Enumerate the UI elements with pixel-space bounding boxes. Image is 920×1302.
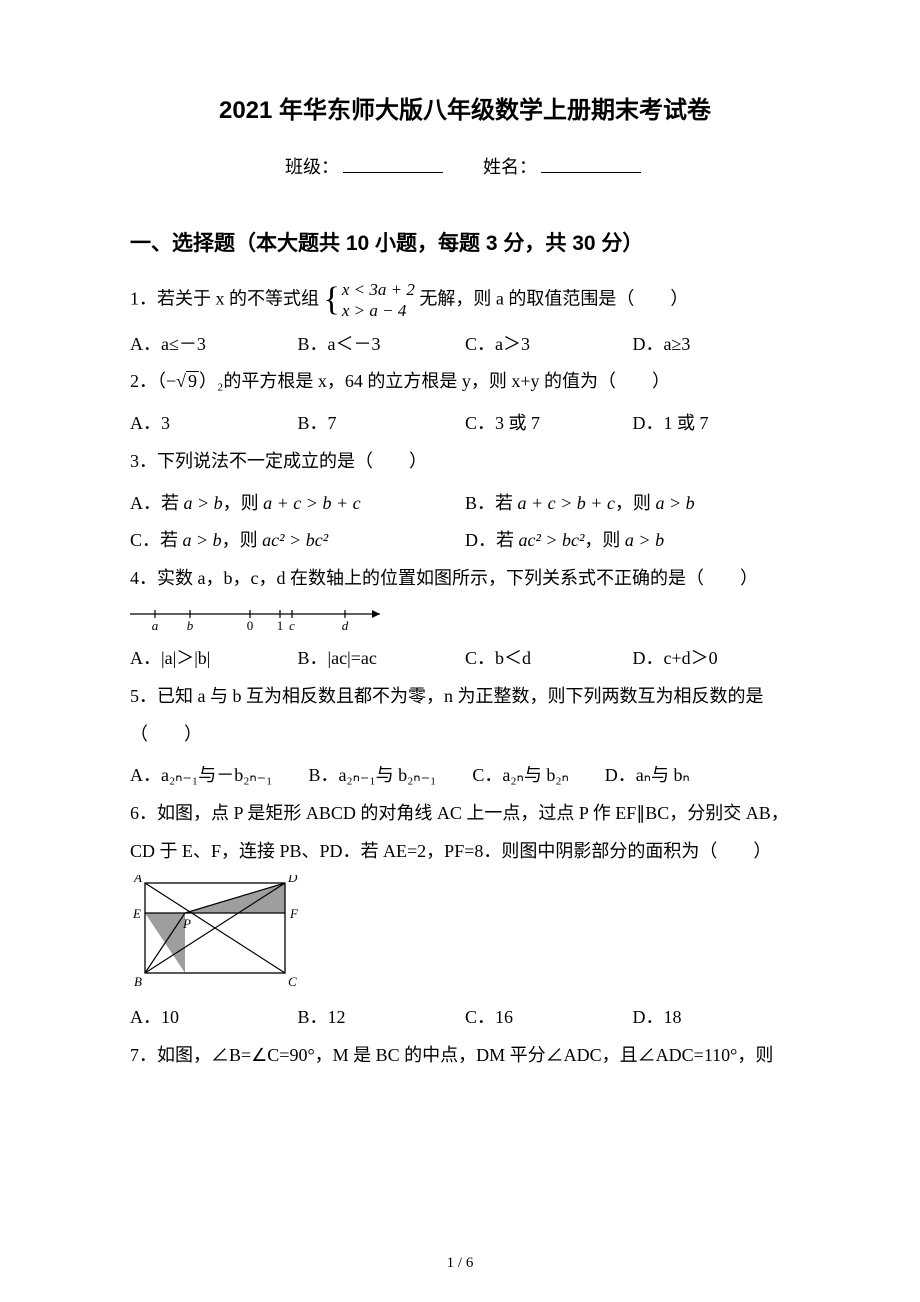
fig-label-P: P [182,916,191,931]
class-blank[interactable] [343,155,443,173]
q1-opt-d: D．a≥3 [633,326,801,364]
q2-opt-d: D．1 或 7 [633,405,801,443]
fig-label-E: E [132,906,141,921]
name-blank[interactable] [541,155,641,173]
numline-d: d [342,618,349,633]
left-brace-icon: { [324,283,340,317]
q1-inequality-system: { x < 3a + 2 x > a − 4 [324,279,415,322]
q4-opt-d: D．c+d＞0 [633,640,801,678]
fig-label-A: A [133,875,142,885]
q3-opt-d: D．若 ac² > bc²，则 a > b [465,522,800,560]
q2-sqrt: 9 [186,371,199,390]
q5-options: A．a₂ₙ₋₁与－b₂ₙ₋₁ B．a₂ₙ₋₁与 b₂ₙ₋₁ C．a₂ₙ与 b₂ₙ… [130,757,800,795]
q1-opt-c: C．a＞3 [465,326,633,364]
q5-opt-b: B．a₂ₙ₋₁与 b₂ₙ₋₁ [308,757,436,795]
q1-opt-a: A．a≤－3 [130,326,298,364]
q3-opt-b: B．若 a + c > b + c，则 a > b [465,485,800,523]
numline-c: c [289,618,295,633]
question-5: 5．已知 a 与 b 互为相反数且都不为零，n 为正整数，则下列两数互为相反数的… [130,678,800,754]
number-line-figure: a b 0 1 c d [130,604,390,634]
q3-opt-a: A．若 a > b，则 a + c > b + c [130,485,465,523]
page: 2021 年华东师大版八年级数学上册期末考试卷 班级： 姓名： 一、选择题（本大… [0,0,920,1302]
name-label: 姓名： [483,157,537,177]
fig-label-D: D [287,875,298,885]
q1-pre: 1．若关于 x 的不等式组 [130,288,319,308]
question-6: 6．如图，点 P 是矩形 ABCD 的对角线 AC 上一点，过点 P 作 EF∥… [130,795,800,871]
q2-opt-b: B．7 [298,405,466,443]
class-label: 班级： [285,157,339,177]
q4-opt-b: B．|ac|=ac [298,640,466,678]
fig-label-B: B [134,974,142,989]
sqrt-expr: √9 [176,371,199,391]
q1-post: 无解，则 a 的取值范围是（ ） [419,288,688,308]
rectangle-figure: A D E F B C P [130,875,300,995]
page-number: 1 / 6 [0,1255,920,1272]
q6-options: A．10 B．12 C．16 D．18 [130,999,800,1037]
q4-opt-c: C．b＜d [465,640,633,678]
q3-opt-c: C．若 a > b，则 ac² > bc² [130,522,465,560]
section-1-title: 一、选择题（本大题共 10 小题，每题 3 分，共 30 分） [130,227,800,257]
question-3: 3．下列说法不一定成立的是（ ） [130,443,800,481]
question-4: 4．实数 a，b，c，d 在数轴上的位置如图所示，下列关系式不正确的是（ ） [130,560,800,598]
q2-post: ）₂的平方根是 x，64 的立方根是 y，则 x+y 的值为（ ） [199,371,670,391]
q6-opt-b: B．12 [298,999,466,1037]
q1-line1: x < 3a + 2 [342,279,415,300]
fig-label-F: F [289,906,299,921]
q1-opt-b: B．a＜－3 [298,326,466,364]
q5-opt-c: C．a₂ₙ与 b₂ₙ [472,757,568,795]
q6-opt-a: A．10 [130,999,298,1037]
q2-opt-a: A．3 [130,405,298,443]
q6-opt-d: D．18 [633,999,801,1037]
q2-pre: 2．（− [130,371,176,391]
q3-options: A．若 a > b，则 a + c > b + c B．若 a + c > b … [130,485,800,561]
q6-opt-c: C．16 [465,999,633,1037]
q2-opt-c: C．3 或 7 [465,405,633,443]
numline-a: a [152,618,159,633]
q2-options: A．3 B．7 C．3 或 7 D．1 或 7 [130,405,800,443]
question-1: 1．若关于 x 的不等式组 { x < 3a + 2 x > a − 4 无解，… [130,279,800,322]
q4-opt-a: A．|a|＞|b| [130,640,298,678]
q5-opt-d: D．aₙ与 bₙ [605,757,690,795]
numline-b: b [187,618,194,633]
question-2: 2．（−√9）₂的平方根是 x，64 的立方根是 y，则 x+y 的值为（ ） [130,363,800,401]
fig-label-C: C [288,974,297,989]
question-7: 7．如图，∠B=∠C=90°，M 是 BC 的中点，DM 平分∠ADC，且∠AD… [130,1037,800,1075]
numline-1: 1 [277,618,284,633]
numline-0: 0 [247,618,254,633]
exam-title: 2021 年华东师大版八年级数学上册期末考试卷 [130,90,800,125]
q5-opt-a: A．a₂ₙ₋₁与－b₂ₙ₋₁ [130,757,272,795]
q4-options: A．|a|＞|b| B．|ac|=ac C．b＜d D．c+d＞0 [130,640,800,678]
q1-options: A．a≤－3 B．a＜－3 C．a＞3 D．a≥3 [130,326,800,364]
student-info-line: 班级： 姓名： [130,153,800,179]
q1-line2: x > a − 4 [342,300,415,321]
